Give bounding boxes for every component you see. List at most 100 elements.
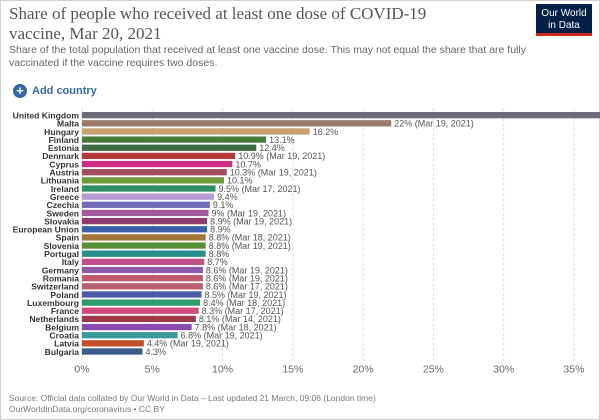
bar-value-label: 8.6% (Mar 19, 2021) [206,265,288,275]
bar-category-label: Lithuania [41,176,79,186]
bar-category-label: Spain [56,233,79,243]
add-country-button[interactable]: + Add country [13,83,97,99]
bar-category-label: Denmark [42,151,79,161]
bar [82,315,196,323]
bar-value-label: 22% (Mar 19, 2021) [394,119,474,129]
bar-value-label: 10.7% [235,159,261,169]
x-tick-label: 5% [145,364,160,376]
bar-value-label: 8.4% (Mar 18, 2021) [203,298,285,308]
bar [82,299,201,306]
bar [82,258,205,265]
source-note: Source: Official data collated by Our Wo… [9,393,376,403]
bar [82,217,208,225]
bar [82,177,224,184]
bar [82,266,203,274]
bar-value-label: 10.1% [227,176,253,186]
bar-category-label: Hungary [44,127,79,137]
chart-title-line-2: vaccine, Mar 20, 2021 [9,24,162,43]
bar-category-label: Latvia [54,339,79,349]
bar-value-label: 9.5% (Mar 17, 2021) [219,184,301,194]
chart-subtitle-line-1: Share of the total population that recei… [9,44,526,56]
bar-value-label: 9.4% [217,192,238,202]
bar-value-label: 10.3% (Mar 19, 2021) [230,168,317,178]
bar [82,152,236,160]
bar-value-label: 8.7% [207,257,228,267]
bar [82,283,203,290]
bar-value-label: 12.4% [259,143,285,153]
bar [82,242,206,249]
bar-category-label: Romania [43,273,80,283]
x-tick-label: 0% [74,364,89,376]
bar-value-label: 6.8% (Mar 19, 2021) [181,331,263,341]
bar-category-label: Czechia [47,200,80,210]
bar-category-label: United Kingdom [13,110,80,120]
bar-value-label: 8.1% (Mar 14, 2021) [199,314,281,324]
bar [82,250,206,257]
bar-value-label: 8.6% (Mar 19, 2021) [206,273,288,283]
chart-title-line-1: Share of people who received at least on… [9,4,427,23]
bar [82,332,178,339]
bar [82,112,600,119]
bar [82,201,210,208]
x-tick-label: 30% [493,364,514,376]
bar [82,185,216,192]
bar-value-label: 4.3% [145,347,166,357]
bar-category-label: Luxembourg [27,298,79,308]
bar-value-label: 8.8% (Mar 18, 2021) [209,233,291,243]
bar-value-label: 8.3% (Mar 17, 2021) [202,306,284,316]
bar-value-label: 8.5% (Mar 19, 2021) [204,290,286,300]
x-tick-label: 25% [423,364,444,376]
bar-value-label: 4.4% (Mar 19, 2021) [147,339,229,349]
bar [82,128,310,135]
bar-value-label: 8.8% [209,249,230,259]
bar-category-label: Sweden [47,208,79,218]
url-note: OurWorldInData.org/coronavirus • CC BY [9,403,165,414]
bar [82,234,206,241]
x-tick-label: 35% [563,364,584,376]
bar-category-label: Estonia [48,143,79,153]
chart-subtitle-line-2: vaccinated if the vaccine requires two d… [9,57,218,69]
bar-category-label: Netherlands [29,314,79,324]
bar-value-label: 7.8% (Mar 18, 2021) [195,322,277,332]
bar [82,193,215,200]
bar [82,226,208,233]
bar-category-label: Greece [50,192,79,202]
bar [82,160,233,168]
bar [82,209,209,217]
bar-value-label: 9.1% [213,200,234,210]
bar [82,307,199,314]
bar [82,120,392,127]
bar [82,144,257,151]
bar-category-label: Slovakia [44,216,79,226]
bar-category-label: France [51,306,79,316]
bar-value-label: 9% (Mar 19, 2021) [212,208,287,218]
x-tick-label: 10% [212,364,233,376]
chart-footer: Source: Official data collated by Our Wo… [9,393,569,414]
bar-category-label: Malta [57,119,79,129]
bar-category-label: Cyprus [49,159,79,169]
chart-title: Share of people who received at least on… [9,4,509,44]
bar-value-label: 8.6% (Mar 17, 2021) [206,282,288,292]
logo-line-1: Our World [541,8,587,19]
bar [82,340,144,347]
bar-category-label: European Union [13,225,79,235]
logo-line-2: in Data [548,20,580,31]
bar [82,275,203,282]
bar [82,169,227,176]
bar-category-label: Poland [50,290,79,300]
bar-value-label: 10.9% (Mar 19, 2021) [238,151,325,161]
bar-category-label: Portugal [44,249,79,259]
chart-subtitle: Share of the total population that recei… [9,44,584,70]
x-tick-label: 15% [282,364,303,376]
owid-logo[interactable]: Our World in Data [536,4,592,36]
bar-value-label: 8.9% [210,225,231,235]
bar-category-label: Belgium [45,322,79,332]
bar-category-label: Austria [49,168,79,178]
bar-value-label: 16.2% [313,127,339,137]
bar-category-label: Italy [62,257,79,267]
bar-category-label: Germany [42,265,79,275]
bar-category-label: Ireland [51,184,79,194]
bar-value-label: 8.9% (Mar 19, 2021) [210,216,292,226]
bar [82,348,143,355]
